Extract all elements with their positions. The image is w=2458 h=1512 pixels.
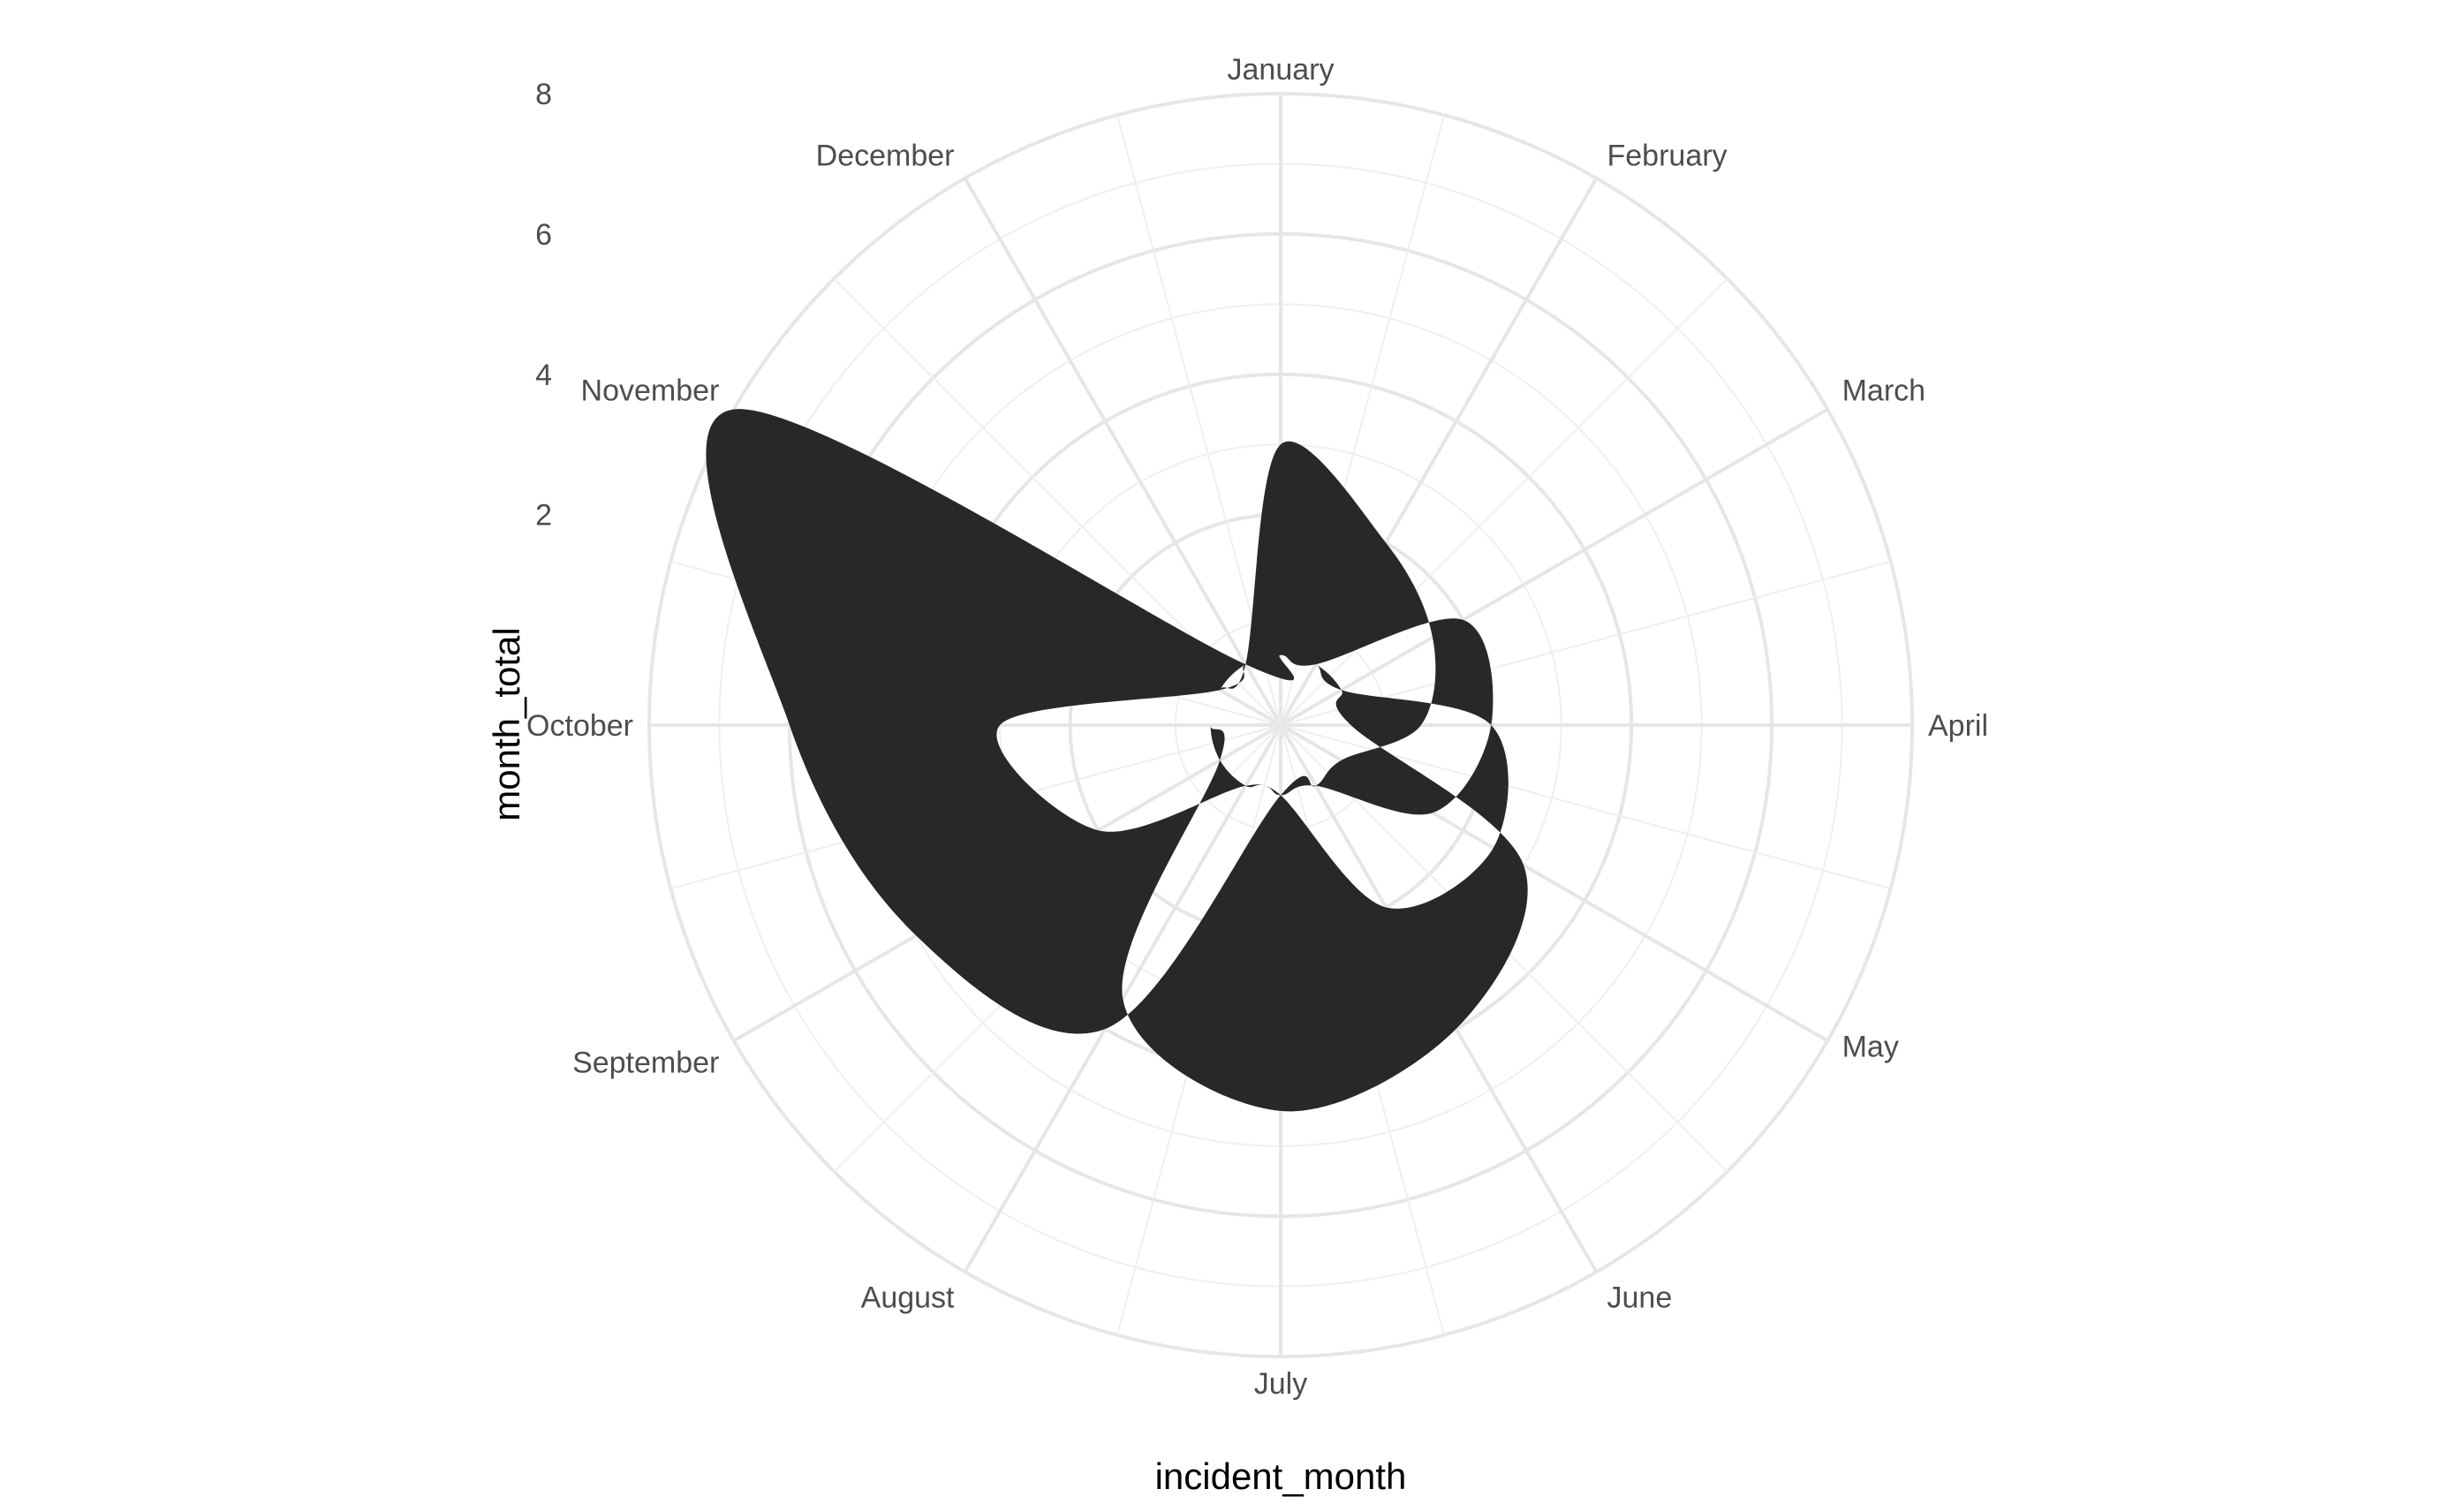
series-area [706,409,1528,1112]
month-label-april: April [1928,709,1988,743]
spoke-minor [1280,277,1728,726]
month-label-january: January [1228,53,1335,87]
x-axis-title: incident_month [1155,1455,1407,1497]
month-label-may: May [1842,1031,1899,1064]
month-label-june: June [1607,1281,1673,1315]
month-label-october: October [526,709,633,743]
month-label-november: November [581,374,720,408]
r-tick-label: 8 [535,78,552,111]
month-labels: January February March April May June July Augu… [526,53,1988,1401]
r-tick-label: 2 [535,499,552,533]
spoke-march [1280,407,1829,727]
month-label-december: December [816,139,955,172]
spoke-december [963,177,1282,727]
y-axis-title: month_total [486,627,527,820]
r-tick-label: 6 [535,218,552,252]
series-layer [706,409,1528,1112]
r-tick-label: 4 [535,359,552,392]
radial-tick-labels: 2 4 6 8 [535,78,552,533]
month-label-august: August [861,1281,955,1315]
month-label-september: September [572,1047,719,1080]
month-label-march: March [1842,374,1925,408]
month-label-july: July [1254,1367,1307,1401]
month-label-february: February [1607,139,1728,172]
